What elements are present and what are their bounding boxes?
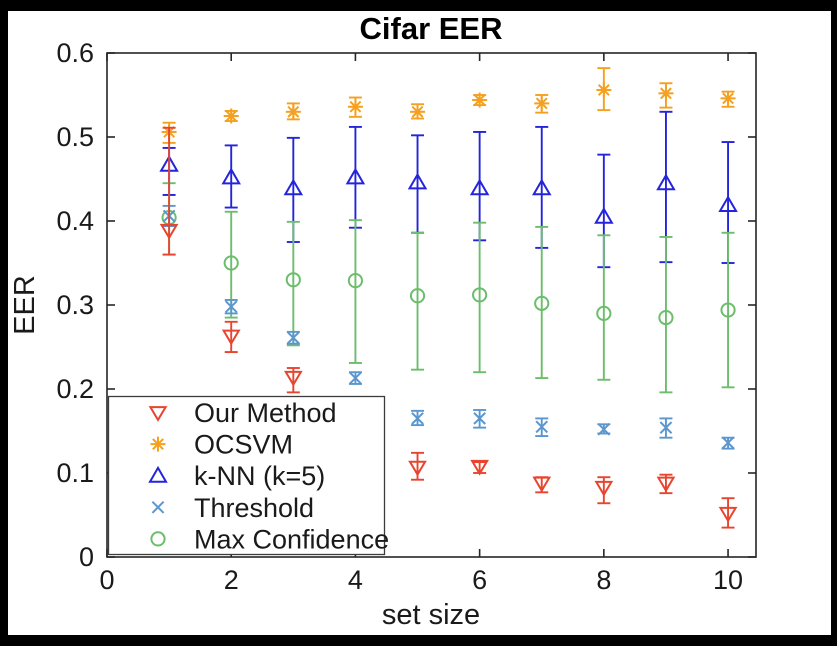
y-axis-label: EER: [9, 275, 41, 335]
marker-x: [473, 412, 486, 425]
y-tick-label: 0.5: [56, 122, 94, 152]
marker-triangle-down: [656, 476, 676, 493]
marker-triangle-up: [718, 195, 738, 213]
marker-asterisk: [534, 95, 550, 111]
marker-circle: [347, 273, 364, 289]
series-max-confidence: [161, 182, 736, 394]
series-threshold: [162, 204, 735, 450]
marker-triangle-up: [532, 178, 552, 196]
legend-label: Max Confidence: [194, 524, 389, 554]
legend-item-max-confidence: Max Confidence: [150, 524, 389, 554]
marker-circle: [596, 305, 612, 321]
legend-item-ocsvm: OCSVM: [150, 430, 293, 460]
marker-asterisk: [285, 104, 301, 120]
marker-triangle-up: [407, 172, 428, 190]
x-tick-label: 8: [596, 565, 611, 595]
legend-item-our-method: Our Method: [148, 398, 337, 428]
marker-triangle-down: [532, 476, 552, 493]
y-tick-label: 0.2: [56, 374, 94, 404]
marker-triangle-down: [159, 223, 179, 240]
y-tick-label: 0.4: [56, 206, 94, 236]
error-bar: [535, 225, 549, 380]
error-bar: [162, 126, 176, 256]
marker-x: [659, 421, 673, 434]
legend-label: k-NN (k=5): [194, 461, 325, 491]
plot-area: 0 2 4 6 8 10 0 0.1 0.2 0.3 0.4 0.5 0.6 Our MethodOCSV…: [56, 38, 757, 595]
series-k-nn-k-5: [159, 110, 738, 269]
marker-triangle-down: [408, 460, 427, 477]
marker-triangle-down: [283, 370, 303, 387]
series-our-method: [159, 126, 738, 529]
marker-x: [535, 420, 549, 434]
error-bar: [411, 231, 425, 371]
marker-x: [411, 412, 424, 425]
marker-triangle-down: [148, 406, 168, 422]
x-tick-label: 6: [472, 565, 487, 595]
error-bar: [473, 221, 487, 374]
x-tick-label: 4: [348, 565, 363, 595]
y-tick-label: 0.3: [56, 290, 94, 320]
legend-label: Our Method: [194, 398, 337, 428]
marker-triangle-up: [656, 173, 676, 191]
error-bar: [286, 220, 300, 347]
y-tick-label: 0.6: [56, 38, 94, 68]
x-ticks: 0 2 4 6 8 10: [99, 53, 743, 595]
series-ocsvm: [161, 67, 736, 144]
marker-x: [151, 500, 165, 514]
y-tick-label: 0.1: [56, 458, 94, 488]
marker-triangle-up: [469, 178, 490, 196]
marker-asterisk: [658, 85, 674, 101]
error-bar: [721, 497, 735, 529]
marker-x: [597, 423, 611, 436]
marker-circle: [472, 287, 488, 303]
error-bar: [721, 231, 735, 389]
marker-triangle-up: [594, 207, 614, 224]
marker-triangle-down: [594, 480, 614, 497]
error-bar: [659, 236, 673, 394]
error-bar: [224, 320, 238, 353]
marker-triangle-up: [148, 465, 168, 483]
marker-asterisk: [223, 108, 239, 124]
y-ticks: 0 0.1 0.2 0.3 0.4 0.5 0.6: [56, 38, 756, 572]
marker-circle: [285, 272, 301, 288]
marker-circle: [658, 310, 674, 326]
y-tick-label: 0: [79, 542, 94, 572]
marker-x: [224, 300, 238, 313]
marker-circle: [223, 255, 239, 271]
x-tick-label: 10: [713, 565, 743, 595]
marker-asterisk: [347, 99, 363, 115]
x-tick-label: 0: [99, 565, 114, 595]
marker-asterisk: [720, 90, 736, 106]
marker-triangle-down: [470, 459, 489, 476]
legend-label: OCSVM: [194, 430, 293, 460]
marker-triangle-up: [345, 167, 366, 185]
legend-item-threshold: Threshold: [151, 493, 314, 523]
marker-triangle-down: [221, 329, 241, 346]
marker-triangle-up: [221, 167, 241, 185]
marker-x: [287, 331, 300, 345]
marker-circle: [150, 531, 166, 547]
marker-circle: [720, 302, 736, 318]
marker-x: [721, 436, 735, 450]
chart-title: Cifar EER: [360, 11, 503, 46]
marker-circle: [534, 295, 550, 311]
marker-asterisk: [596, 82, 612, 98]
x-axis-label: set size: [382, 599, 480, 631]
marker-asterisk: [150, 436, 166, 452]
marker-asterisk: [410, 104, 426, 120]
marker-x: [349, 371, 362, 385]
legend-item-k-nn-k-5: k-NN (k=5): [148, 461, 325, 491]
error-bar: [224, 144, 238, 209]
marker-circle: [409, 288, 426, 304]
marker-asterisk: [472, 92, 488, 108]
legend-label: Threshold: [194, 493, 314, 523]
marker-triangle-up: [283, 178, 304, 196]
error-bar: [348, 219, 362, 364]
x-tick-label: 2: [224, 565, 239, 595]
marker-triangle-down: [718, 506, 738, 523]
